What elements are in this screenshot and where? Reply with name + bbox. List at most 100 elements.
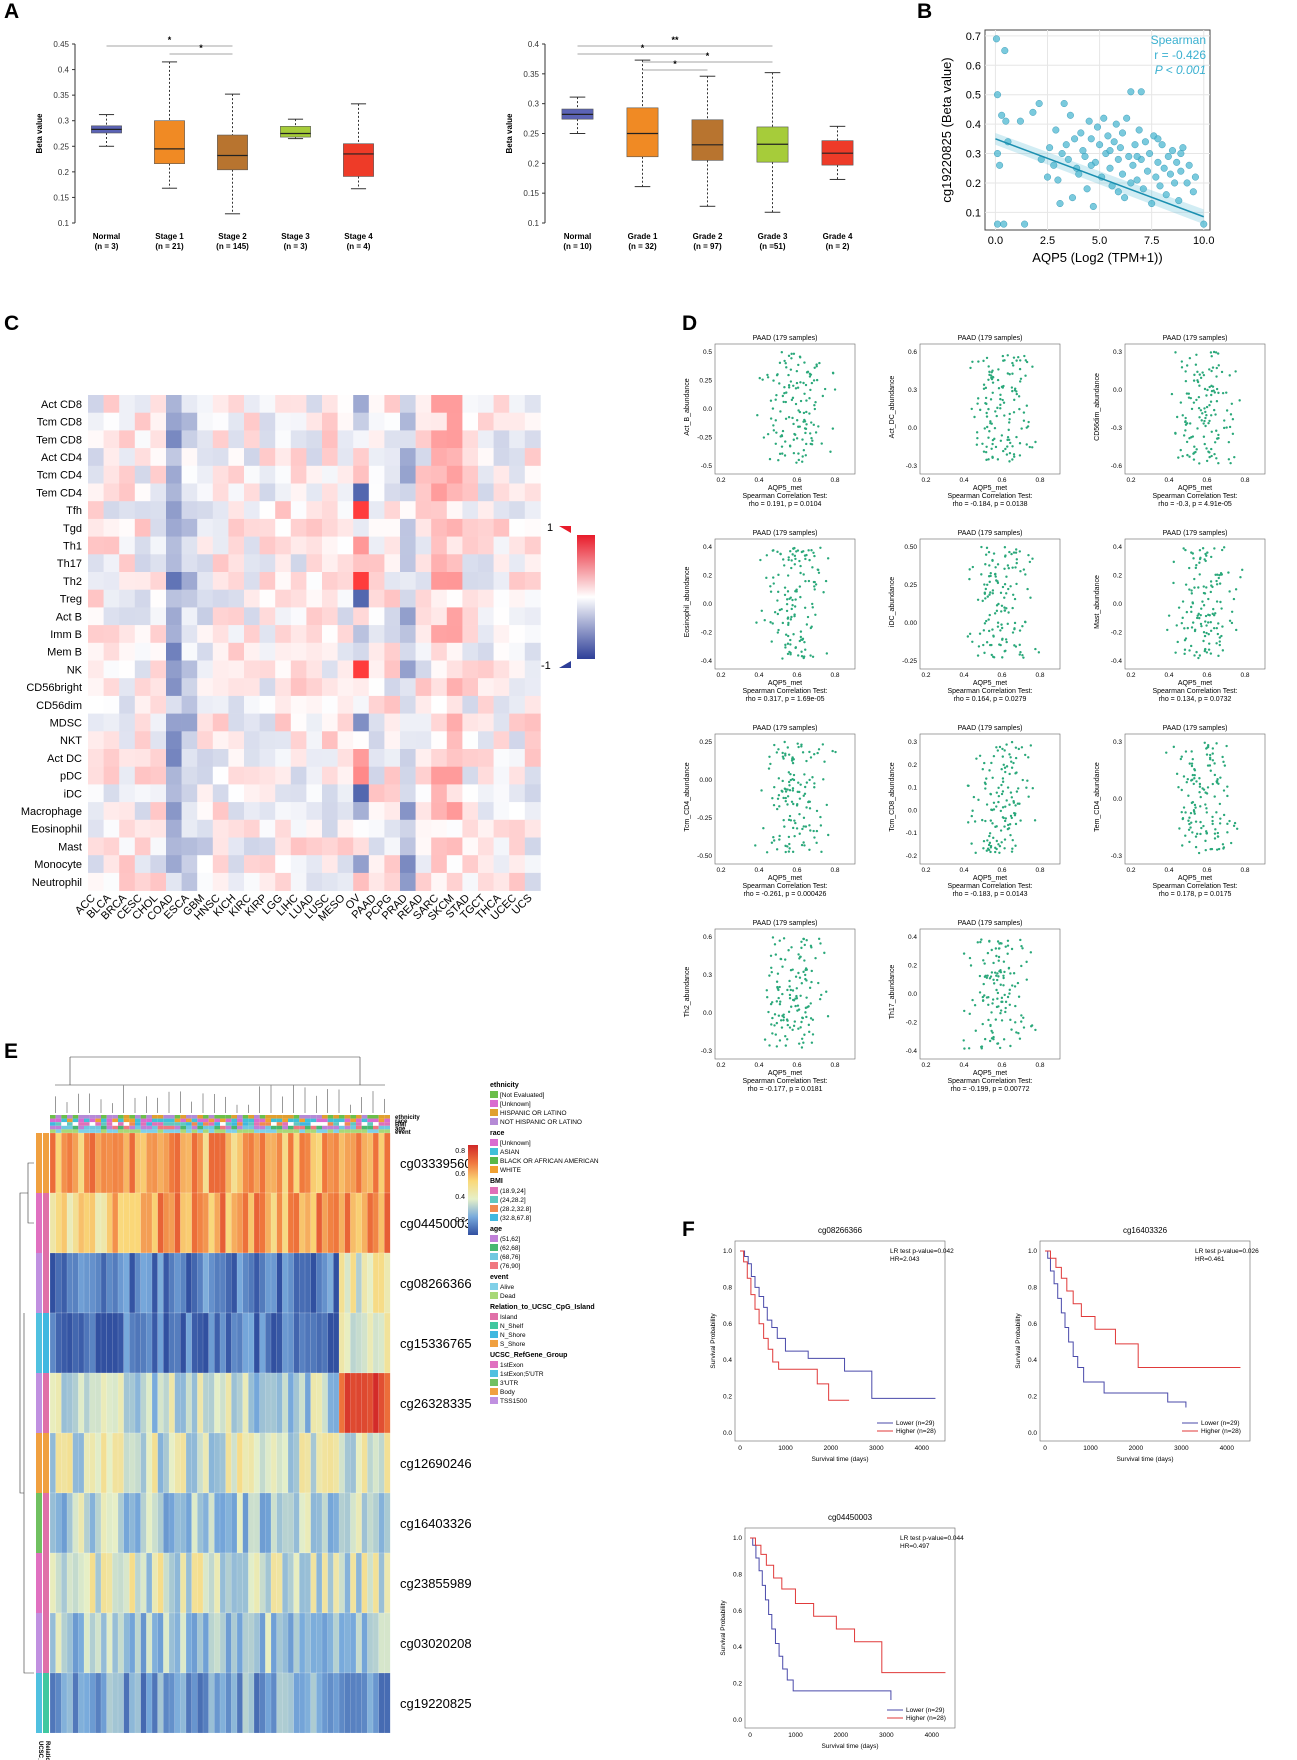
data-point <box>1228 590 1231 593</box>
data-point <box>1104 132 1112 140</box>
data-point <box>792 438 795 441</box>
data-point <box>991 559 994 563</box>
heatmap-cell <box>384 749 401 767</box>
data-point <box>1223 419 1226 422</box>
data-point <box>825 990 828 993</box>
annotation-cell <box>378 1115 385 1119</box>
heatmap-cell <box>384 837 401 856</box>
heatmap-cell <box>208 1552 215 1614</box>
heatmap-cell <box>493 695 510 714</box>
data-point <box>811 566 814 569</box>
heatmap-cell <box>306 448 323 467</box>
data-point <box>797 654 800 657</box>
data-point <box>999 397 1002 401</box>
heatmap-cell <box>89 1312 96 1374</box>
heatmap-cell <box>290 819 307 838</box>
x-tick-label: 0.4 <box>959 672 968 679</box>
heatmap-cell <box>316 1312 323 1374</box>
data-point <box>813 585 816 588</box>
heatmap-cell <box>208 1372 215 1434</box>
heatmap-cell <box>282 1192 289 1254</box>
data-point <box>779 410 782 413</box>
data-point <box>1019 819 1022 822</box>
data-point <box>801 827 804 831</box>
heatmap-cell <box>275 837 292 856</box>
heatmap-cell <box>191 1552 198 1614</box>
heatmap-cell <box>509 749 526 767</box>
heatmap-cell <box>524 607 541 626</box>
heatmap-cell <box>446 448 463 467</box>
heatmap-cell <box>299 1672 306 1734</box>
heatmap-cell <box>242 1492 249 1554</box>
legend-title: BMI <box>490 1178 503 1185</box>
data-point <box>808 412 811 415</box>
data-point <box>1184 420 1187 424</box>
y-tick-label: -0.25 <box>902 658 917 665</box>
heatmap-cell <box>367 1612 374 1674</box>
data-point <box>795 987 798 990</box>
data-point <box>1010 766 1014 769</box>
data-point <box>777 573 780 577</box>
data-point <box>809 388 812 392</box>
annotation-cell <box>186 1118 192 1123</box>
data-point <box>784 633 788 636</box>
heatmap-cell <box>103 448 120 467</box>
legend-swatch <box>490 1157 498 1164</box>
stat-label: rho = -0.183, p = 0.0143 <box>952 891 1027 898</box>
data-point <box>1000 1019 1004 1022</box>
heatmap-cell <box>89 1672 96 1734</box>
heatmap-cell <box>316 1492 323 1554</box>
data-point <box>1135 126 1143 134</box>
y-tick-label: 0.4 <box>966 119 981 131</box>
y-tick-label: 0.0 <box>1113 387 1122 394</box>
heatmap-cell <box>415 518 432 537</box>
data-point <box>998 745 1002 749</box>
data-point <box>1199 805 1202 808</box>
heatmap-cell <box>299 1552 306 1614</box>
heatmap-cell <box>100 1612 107 1674</box>
heatmap-cell <box>219 1552 226 1614</box>
heatmap-cell <box>400 448 416 467</box>
y-tick-label: 0.2 <box>966 178 981 190</box>
heatmap-cell <box>212 713 229 732</box>
data-point <box>1188 816 1191 819</box>
data-point <box>1114 188 1122 196</box>
heatmap-cell <box>350 1672 357 1734</box>
data-point <box>1013 389 1017 392</box>
heatmap-cell <box>446 607 463 626</box>
heatmap-cell <box>150 695 167 714</box>
data-point <box>784 1035 787 1038</box>
data-point <box>1018 454 1022 457</box>
annotation-cell <box>72 1118 79 1123</box>
heatmap-cell <box>275 713 292 732</box>
data-point <box>1001 638 1004 641</box>
annotation-cell <box>242 1125 249 1130</box>
x-tick-label: 0.6 <box>792 477 801 484</box>
heatmap-cell <box>259 501 276 520</box>
heatmap-cell <box>191 1132 198 1194</box>
heatmap-cell <box>384 802 401 821</box>
data-point <box>800 460 804 463</box>
data-point <box>991 456 994 459</box>
data-point <box>1206 786 1210 789</box>
heatmap-cell <box>446 483 463 502</box>
data-point <box>819 546 822 549</box>
heatmap-cell <box>337 837 354 856</box>
data-point <box>802 420 805 423</box>
y-tick-label: 0.0 <box>703 601 712 608</box>
data-point <box>1014 746 1018 749</box>
data-point <box>1052 126 1060 134</box>
heatmap-cell <box>150 589 167 608</box>
data-point <box>1165 751 1168 754</box>
annotation-cell <box>61 1122 67 1126</box>
category-label: Stage 2 <box>218 232 247 241</box>
data-point <box>1116 144 1124 152</box>
x-axis-label: AQP5_met <box>1178 485 1212 492</box>
y-tick-label: 0.8 <box>733 1571 742 1578</box>
annotation-cell <box>163 1118 169 1123</box>
data-point <box>1006 786 1010 789</box>
heatmap-cell <box>275 678 292 697</box>
data-point <box>1001 354 1005 358</box>
data-point <box>1083 185 1091 193</box>
